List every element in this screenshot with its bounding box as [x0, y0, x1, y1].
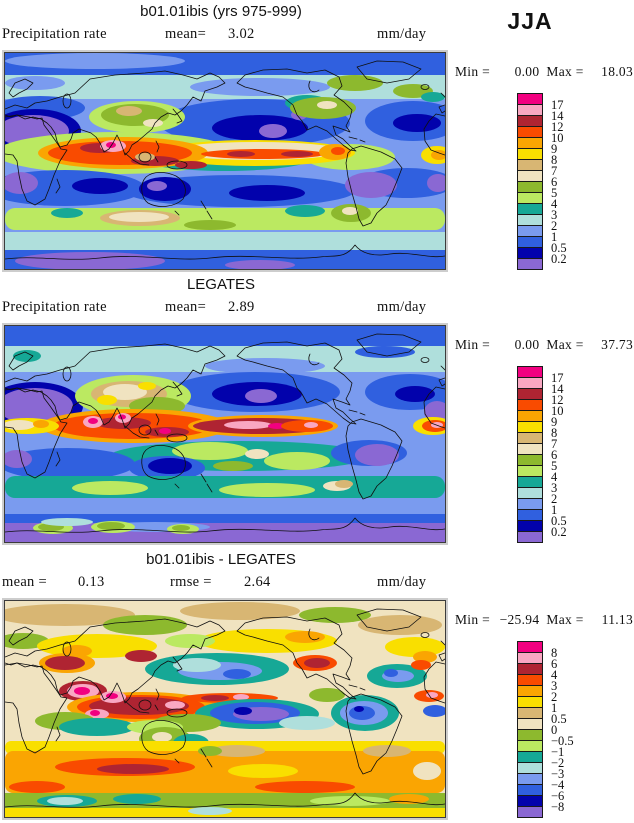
panel-legates: LEGATES Precipitation rate mean= 2.89 mm… [0, 273, 634, 548]
colorbar-tick-label: 6 [551, 448, 558, 462]
colorbar-tick-label: 3 [551, 481, 558, 495]
min-value: 0.00 [514, 64, 540, 79]
panel-difference: b01.01ibis - LEGATES mean = 0.13 rmse = … [0, 548, 634, 823]
panel-model: b01.01ibis (yrs 975-999) JJA Precipitati… [0, 0, 634, 275]
min-value: −25.94 [499, 612, 540, 627]
colorbar: 8 6 4 3 2 1 0.5 0 −0.5 −1 −2 −3 −4 −6 −8 [517, 641, 597, 818]
precip-map-legates [5, 326, 445, 542]
colorbar-tick-label: 17 [551, 371, 564, 385]
map-frame [4, 52, 446, 270]
colorbar-tick-label: 17 [551, 98, 564, 112]
colorbar-segment [517, 531, 543, 543]
colorbar-tick-label: 0.2 [551, 252, 567, 266]
colorbar-tick-label: 7 [551, 437, 558, 451]
colorbar-tick-label: −2 [551, 756, 565, 770]
colorbar-tick-label: 7 [551, 164, 558, 178]
colorbar-tick-label: 12 [551, 120, 564, 134]
colorbar-tick-label: 0.5 [551, 241, 567, 255]
colorbar-segment [517, 258, 543, 270]
colorbar-tick-label: 14 [551, 382, 564, 396]
colorbar-tick-label: 0.5 [551, 712, 567, 726]
minmax-row: Min = 0.00 Max = 37.73 [455, 337, 633, 353]
colorbar-tick-label: −0.5 [551, 734, 574, 748]
map-frame [4, 325, 446, 543]
colorbar-tick-label: 12 [551, 393, 564, 407]
map-frame [4, 600, 446, 818]
colorbar-tick-label: 3 [551, 208, 558, 222]
mean-label: mean = [2, 574, 48, 590]
units-label: mm/day [377, 26, 427, 42]
max-value: 18.03 [601, 64, 634, 79]
colorbar-segment [517, 806, 543, 818]
units-label: mm/day [377, 574, 427, 590]
colorbar-tick-label: 10 [551, 131, 564, 145]
max-value: 11.13 [601, 612, 634, 627]
colorbar-tick-label: 6 [551, 657, 558, 671]
colorbar-tick-label: 10 [551, 404, 564, 418]
season-label: JJA [507, 8, 553, 34]
colorbar-tick-label: 4 [551, 470, 558, 484]
colorbar-tick-label: 0 [551, 723, 558, 737]
colorbar-tick-label: 1 [551, 701, 558, 715]
mean-value: 0.13 [78, 574, 105, 590]
colorbar-tick-label: 5 [551, 459, 558, 473]
colorbar-tick-label: 8 [551, 646, 558, 660]
colorbar-tick-label: 0.2 [551, 525, 567, 539]
mean-label: mean= [165, 299, 207, 315]
rmse-label: rmse = [170, 574, 212, 590]
min-label: Min = [455, 64, 490, 79]
colorbar-tick-label: 1 [551, 230, 558, 244]
colorbar-tick-label: 6 [551, 175, 558, 189]
colorbar-tick-label: 9 [551, 415, 558, 429]
max-label: Max = [546, 337, 584, 352]
colorbar-tick-label: 8 [551, 153, 558, 167]
panel-title: b01.01ibis - LEGATES [146, 551, 296, 568]
colorbar-tick-label: −3 [551, 767, 565, 781]
colorbar-tick-label: 0.5 [551, 514, 567, 528]
colorbar-tick-label: 9 [551, 142, 558, 156]
max-label: Max = [546, 64, 584, 79]
max-value: 37.73 [601, 337, 634, 352]
max-label: Max = [546, 612, 584, 627]
min-label: Min = [455, 612, 490, 627]
mean-value: 3.02 [228, 26, 255, 42]
units-label: mm/day [377, 299, 427, 315]
precip-map-difference [5, 601, 445, 817]
colorbar-tick-label: 4 [551, 668, 558, 682]
colorbar-tick-label: −1 [551, 745, 565, 759]
colorbar-tick-label: 8 [551, 426, 558, 440]
colorbar-tick-label: 1 [551, 503, 558, 517]
mean-label: mean= [165, 26, 207, 42]
precip-map-model [5, 53, 445, 269]
min-label: Min = [455, 337, 490, 352]
variable-label: Precipitation rate [2, 299, 107, 315]
colorbar: 17 14 12 10 9 8 7 6 5 4 3 2 1 0.5 0.2 [517, 93, 597, 270]
minmax-row: Min = −25.94 Max = 11.13 [455, 612, 633, 628]
panel-title: LEGATES [186, 276, 256, 293]
colorbar-tick-label: 2 [551, 492, 558, 506]
rmse-value: 2.64 [244, 574, 271, 590]
variable-label: Precipitation rate [2, 26, 107, 42]
colorbar-tick-label: −8 [551, 800, 565, 814]
colorbar-tick-label: 14 [551, 109, 564, 123]
colorbar-tick-label: −4 [551, 778, 565, 792]
colorbar-tick-label: 4 [551, 197, 558, 211]
colorbar-tick-label: 2 [551, 219, 558, 233]
colorbar-tick-label: 5 [551, 186, 558, 200]
colorbar-tick-label: 2 [551, 690, 558, 704]
colorbar-tick-label: −6 [551, 789, 565, 803]
mean-value: 2.89 [228, 299, 255, 315]
colorbar-tick-label: 3 [551, 679, 558, 693]
panel-title: b01.01ibis (yrs 975-999) [140, 3, 302, 20]
min-value: 0.00 [514, 337, 540, 352]
colorbar: 17 14 12 10 9 8 7 6 5 4 3 2 1 0.5 0.2 [517, 366, 597, 543]
minmax-row: Min = 0.00 Max = 18.03 [455, 64, 633, 80]
